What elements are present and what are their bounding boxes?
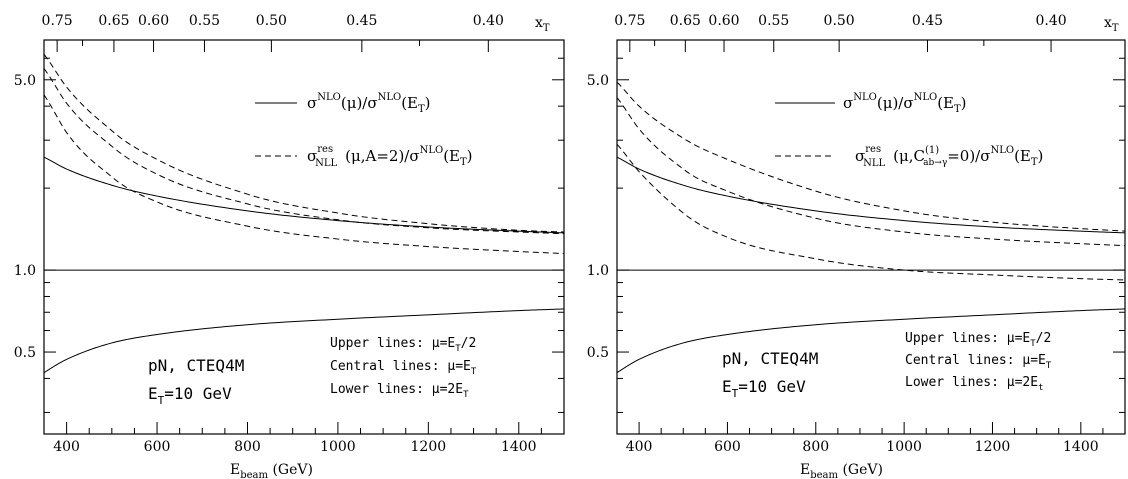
x-tick-label: 1000 <box>886 439 922 455</box>
series-line-dashed-3 <box>616 81 1126 232</box>
legend-label-solid: σNLO(μ)/σNLO(ET) <box>843 92 967 115</box>
x-tick-label: 400 <box>626 439 653 455</box>
annotation-central-lines: Central lines: μ=ET <box>905 353 1052 371</box>
x-top-tick-label: 0.65 <box>670 13 701 29</box>
chart-panel-right: 400 600 800 1000 1200 1400 0.75 0.65 0.60 0.55 0.5… <box>587 13 1126 479</box>
x-top-tick-label: 0.50 <box>824 13 855 29</box>
series-line-dashed-3 <box>43 54 565 233</box>
annotation-upper-lines: Upper lines: μ=ET/2 <box>330 336 476 354</box>
x-top-tick-label: 0.55 <box>189 13 220 29</box>
annotation-lower-lines: Lower lines: μ=2ET <box>330 382 469 400</box>
x-top-tick-label: 0.40 <box>1035 13 1066 29</box>
x-top-tick-label: 0.60 <box>138 13 169 29</box>
plot-frame <box>616 39 1126 435</box>
top-axis-label: xT <box>1104 15 1119 34</box>
chart-panel-left: 400 600 800 1000 1200 1400 0.75 0.65 0.60 0.55 0.5… <box>14 13 565 479</box>
series-line-solid-0 <box>43 308 565 374</box>
x-tick-label: 800 <box>802 439 829 455</box>
x-tick-label: 800 <box>234 439 261 455</box>
x-tick-label: 1000 <box>320 439 356 455</box>
x-top-tick-label: 0.75 <box>42 13 73 29</box>
x-tick-label: 1400 <box>501 439 537 455</box>
x-top-tick-label: 0.40 <box>473 13 504 29</box>
series-line-dashed-5 <box>43 94 565 255</box>
series-line-solid-1 <box>616 156 1126 234</box>
chart-marks <box>43 54 565 374</box>
y-tick-label: 0.5 <box>587 345 609 361</box>
series-line-solid-0 <box>616 308 1126 374</box>
x-tick-label: 600 <box>714 439 741 455</box>
y-tick-label: 5.0 <box>587 73 609 89</box>
x-tick-label: 400 <box>53 439 80 455</box>
series-line-dashed-5 <box>616 143 1126 281</box>
x-top-tick-label: 0.75 <box>614 13 645 29</box>
x-tick-label: 1200 <box>411 439 447 455</box>
legend-label-dashed: σres NLL (μ,A=2)/σNLO(ET) <box>307 144 473 169</box>
y-tick-label: 1.0 <box>587 263 609 279</box>
axis-ticks: 400 600 800 1000 1200 1400 0.75 0.65 0.60 0.55 0.5… <box>14 13 565 455</box>
series-line-solid-1 <box>43 156 565 234</box>
x-top-tick-label: 0.55 <box>758 13 789 29</box>
legend-label-dashed: σres NLL (μ,C(1) ab→γ=0)/σNLO(ET) <box>855 144 1043 169</box>
x-tick-label: 1400 <box>1063 439 1099 455</box>
x-top-tick-label: 0.65 <box>98 13 129 29</box>
x-top-tick-label: 0.50 <box>256 13 287 29</box>
annotation-process: pN, CTEQ4M <box>148 356 244 375</box>
legend: σNLO(μ)/σNLO(ET) σres NLL (μ,C(1) ab→γ=0)/σ… <box>775 92 1043 169</box>
annotation-upper-lines: Upper lines: μ=ET/2 <box>905 331 1051 349</box>
x-top-tick-label: 0.45 <box>912 13 943 29</box>
chart-marks <box>616 81 1126 374</box>
annotation-process: pN, CTEQ4M <box>722 349 818 368</box>
legend: σNLO(μ)/σNLO(ET) σres NLL (μ,A=2)/σNLO(ET) <box>255 92 473 169</box>
legend-label-solid: σNLO(μ)/σNLO(ET) <box>307 92 431 115</box>
x-axis-label: Ebeam (GeV) <box>230 462 313 479</box>
axis-ticks: 400 600 800 1000 1200 1400 0.75 0.65 0.60 0.55 0.5… <box>587 13 1126 455</box>
y-tick-label: 5.0 <box>14 73 36 89</box>
plot-frame <box>43 39 565 435</box>
top-axis-label: xT <box>535 15 550 34</box>
annotation-et: ET=10 GeV <box>148 384 232 407</box>
annotation-lower-lines: Lower lines: μ=2Et <box>905 375 1043 393</box>
series-line-dashed-4 <box>616 97 1126 247</box>
y-tick-label: 0.5 <box>14 345 36 361</box>
annotation-et: ET=10 GeV <box>722 377 806 400</box>
x-top-tick-label: 0.60 <box>708 13 739 29</box>
annotation-central-lines: Central lines: μ=ET <box>330 359 477 377</box>
y-tick-label: 1.0 <box>14 263 36 279</box>
x-tick-label: 600 <box>144 439 171 455</box>
x-top-tick-label: 0.45 <box>346 13 377 29</box>
x-axis-label: Ebeam (GeV) <box>800 462 883 479</box>
series-line-dashed-4 <box>43 68 565 235</box>
x-tick-label: 1200 <box>975 439 1011 455</box>
